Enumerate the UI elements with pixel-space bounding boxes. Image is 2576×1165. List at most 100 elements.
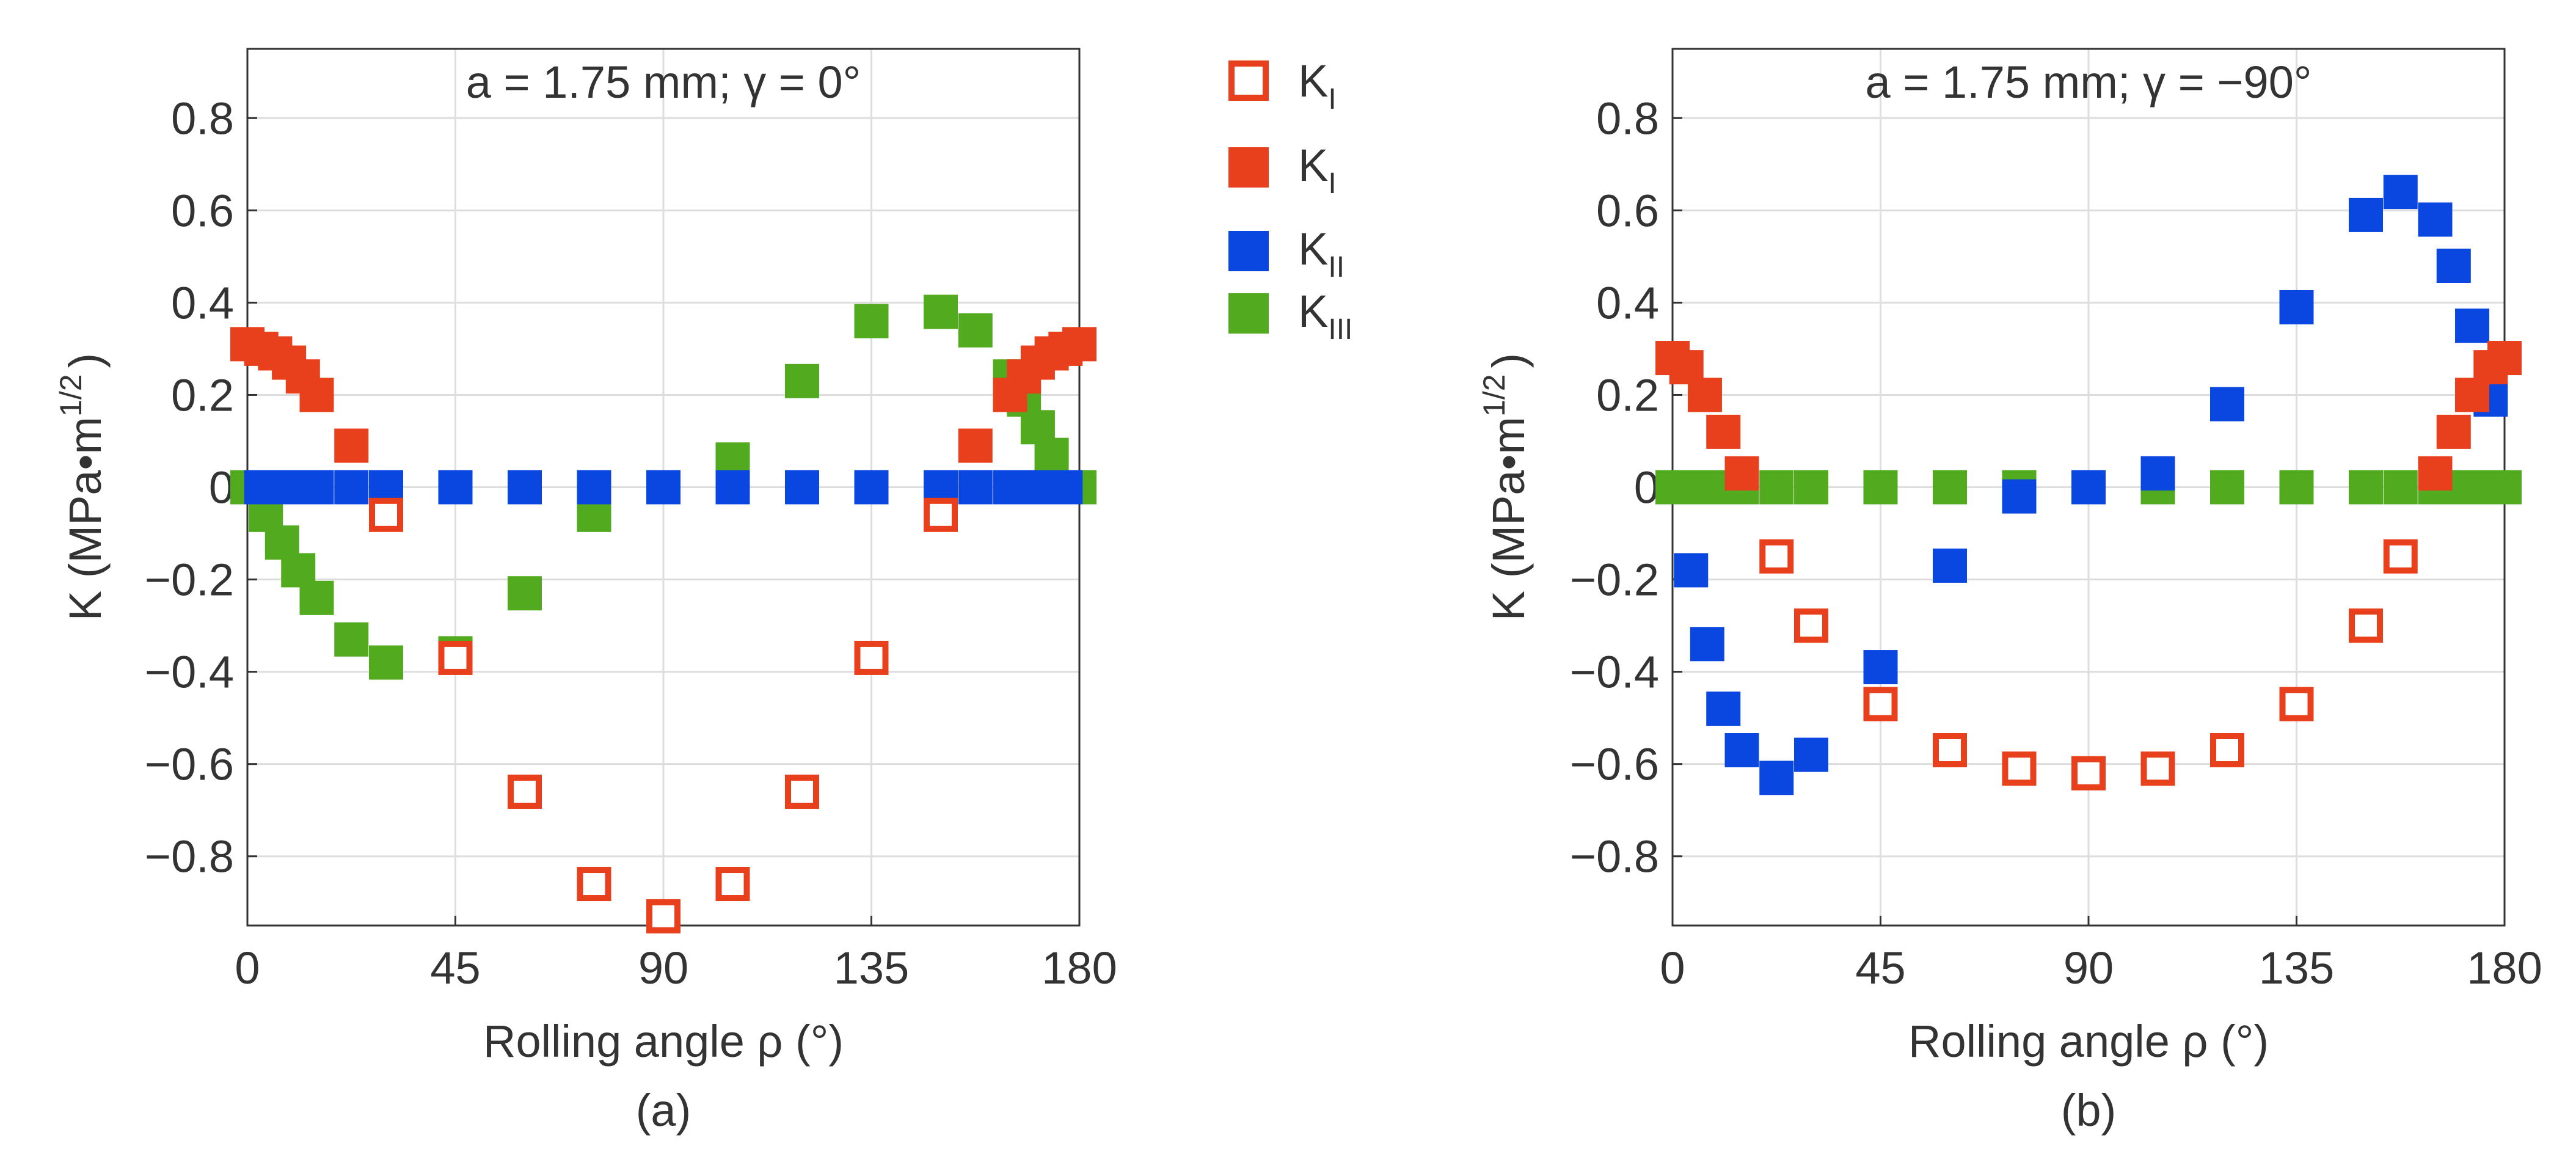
y-axis-label-close: ) xyxy=(60,353,111,368)
data-point-k1-negative xyxy=(2349,608,2383,643)
data-point-k1-negative xyxy=(2383,539,2418,574)
data-point-k1-negative xyxy=(2140,751,2175,786)
data-point-k2 xyxy=(2349,197,2383,232)
data-markers xyxy=(1655,175,2522,795)
legend-item-k1-positive: KI xyxy=(1228,140,1337,200)
legend-label-main: K xyxy=(1298,286,1328,337)
data-point-k1-positive xyxy=(334,428,369,463)
legend-marker-filled-square xyxy=(1228,147,1269,188)
y-axis-label-exponent: 1/2 xyxy=(1477,374,1511,417)
legend-item-k2: KII xyxy=(1228,224,1345,283)
x-tick-label: 135 xyxy=(834,943,909,993)
data-point-k3 xyxy=(299,580,334,615)
legend-item-k1-negative: KI xyxy=(1228,56,1337,115)
y-axis-label-main: K (MPa•m xyxy=(60,417,111,621)
y-axis-label: K (MPa•m1/2) xyxy=(1477,353,1534,621)
data-point-k2 xyxy=(2071,470,2106,505)
data-point-k3 xyxy=(1863,470,1898,505)
data-point-k3 xyxy=(1794,470,1828,505)
data-point-k2 xyxy=(1048,470,1083,505)
data-point-k1-positive xyxy=(1687,378,1722,412)
legend-marker-open-square xyxy=(1228,60,1269,101)
legend-item-k3: KIII xyxy=(1228,286,1352,346)
legend-marker-filled-square xyxy=(1228,293,1269,334)
legend-label: KII xyxy=(1298,224,1345,283)
data-markers xyxy=(230,294,1096,933)
data-point-k3 xyxy=(2210,470,2244,505)
legend-label-subscript: I xyxy=(1328,167,1336,200)
x-axis-label: Rolling angle ρ (°) xyxy=(1908,1016,2269,1067)
data-point-k2 xyxy=(2140,456,2175,491)
legend-label: KI xyxy=(1298,140,1337,200)
x-tick-label: 45 xyxy=(430,943,480,993)
data-point-k3 xyxy=(369,645,403,680)
data-point-k1-negative xyxy=(2071,756,2106,791)
y-axis-label: K (MPa•m1/2) xyxy=(54,353,111,621)
x-tick-label: 45 xyxy=(1855,943,1905,993)
data-point-k3 xyxy=(1034,437,1069,472)
data-point-k3 xyxy=(2383,470,2418,505)
x-tick-label: 90 xyxy=(2063,943,2114,993)
data-point-k3 xyxy=(1933,470,1967,505)
x-tick-label: 0 xyxy=(235,943,260,993)
data-point-k2 xyxy=(2455,309,2490,343)
y-tick-label: −0.4 xyxy=(1570,647,1659,698)
data-point-k1-negative xyxy=(785,774,819,809)
data-point-k1-positive xyxy=(299,378,334,412)
data-point-k1-negative xyxy=(369,497,403,532)
data-point-k3 xyxy=(2279,470,2314,505)
data-point-k2 xyxy=(1690,627,1724,662)
y-tick-label: 0 xyxy=(1634,462,1659,513)
legend-label-subscript: III xyxy=(1328,313,1352,346)
data-point-k1-positive xyxy=(2418,456,2453,491)
data-point-k2 xyxy=(2002,479,2037,514)
legend-marker-filled-square xyxy=(1228,231,1269,271)
data-point-k2 xyxy=(2279,290,2314,324)
data-point-k1-negative xyxy=(2279,687,2314,721)
legend-label: KIII xyxy=(1298,286,1352,346)
data-point-k1-positive xyxy=(2436,414,2471,449)
data-point-k3 xyxy=(508,576,542,611)
y-tick-label: 0.6 xyxy=(1596,185,1659,236)
data-point-k2 xyxy=(2210,387,2244,422)
y-tick-label: 0.8 xyxy=(171,93,234,144)
data-point-k1-negative xyxy=(1933,733,1967,767)
data-point-k2 xyxy=(1794,737,1828,772)
legend-label-subscript: II xyxy=(1328,251,1345,283)
data-point-k2 xyxy=(1724,733,1759,767)
data-point-k2 xyxy=(577,470,611,505)
data-point-k1-positive xyxy=(1062,327,1096,362)
data-point-k3 xyxy=(334,622,369,657)
y-axis-label-close: ) xyxy=(1483,353,1534,368)
chart-panel-a: 0 45 90 135 180 −0.8 −0.6 −0.4 −0.2 0 0.2 0.4 0.6 0.8… xyxy=(54,48,1117,1136)
y-tick-label: −0.6 xyxy=(1570,739,1659,790)
data-point-k1-negative xyxy=(577,867,611,902)
data-point-k1-positive xyxy=(2487,341,2522,376)
data-point-k1-negative xyxy=(715,867,750,902)
y-axis-label-main: K (MPa•m xyxy=(1483,417,1534,621)
data-point-k2 xyxy=(2383,175,2418,210)
y-tick-label: −0.8 xyxy=(1570,831,1659,882)
data-point-k2 xyxy=(334,470,369,505)
y-axis-label-exponent: 1/2 xyxy=(54,374,88,417)
data-point-k2 xyxy=(1706,692,1741,726)
y-tick-label: −0.6 xyxy=(145,739,234,790)
data-point-k3 xyxy=(1759,470,1794,505)
data-point-k1-positive xyxy=(958,428,993,463)
x-tick-label: 135 xyxy=(2259,943,2334,993)
data-point-k3 xyxy=(924,294,958,329)
legend-label-subscript: I xyxy=(1328,83,1336,115)
axis-ticks: 0 45 90 135 180 −0.8 −0.6 −0.4 −0.2 0 0.2 0.4 0.6 0.8 xyxy=(1570,93,2542,993)
data-point-k3 xyxy=(854,304,889,338)
legend-label: KI xyxy=(1298,56,1337,115)
axis-ticks: 0 45 90 135 180 −0.8 −0.6 −0.4 −0.2 0 0.2 0.4 0.6 0.8 xyxy=(145,93,1117,993)
data-point-k2 xyxy=(1759,761,1794,795)
data-point-k1-negative xyxy=(2002,751,2037,786)
x-tick-label: 90 xyxy=(638,943,688,993)
y-tick-label: 0.8 xyxy=(1596,93,1659,144)
y-tick-label: 0.2 xyxy=(171,370,234,420)
legend: KI KI KII KIII xyxy=(1228,56,1352,346)
y-tick-label: 0.6 xyxy=(171,185,234,236)
